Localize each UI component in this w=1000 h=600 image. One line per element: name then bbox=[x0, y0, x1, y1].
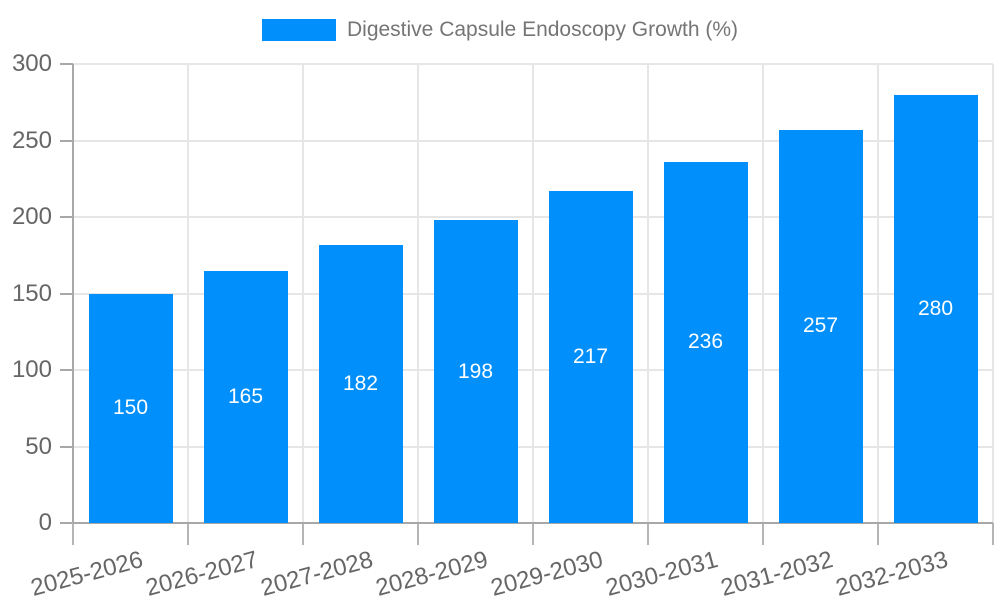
y-tick bbox=[60, 139, 73, 142]
x-tick bbox=[72, 523, 74, 545]
bar-value-label: 257 bbox=[802, 314, 839, 338]
x-gridline bbox=[877, 64, 879, 523]
bar[interactable]: 236 bbox=[663, 161, 748, 523]
bar-value-label: 280 bbox=[917, 296, 954, 320]
x-gridline bbox=[187, 64, 189, 523]
x-gridline bbox=[647, 64, 649, 523]
bar-value-label: 182 bbox=[342, 371, 379, 395]
bar[interactable]: 150 bbox=[88, 293, 173, 523]
y-axis-tick-label: 100 bbox=[11, 356, 52, 383]
x-tick bbox=[417, 523, 419, 545]
x-axis-label: 2029-2030 bbox=[487, 546, 606, 600]
x-gridline bbox=[532, 64, 534, 523]
bar[interactable]: 217 bbox=[548, 190, 633, 523]
y-tick bbox=[60, 369, 73, 371]
x-axis-label: 2026-2027 bbox=[142, 546, 261, 600]
bar[interactable]: 257 bbox=[778, 129, 863, 523]
bar-value-label: 217 bbox=[572, 344, 609, 368]
x-gridline bbox=[762, 64, 764, 523]
x-axis-label: 2025-2026 bbox=[27, 546, 146, 600]
x-axis-label: 2028-2029 bbox=[372, 546, 491, 600]
legend[interactable]: Digestive Capsule Endoscopy Growth (%) bbox=[0, 18, 1000, 42]
y-axis-tick-label: 200 bbox=[11, 203, 52, 230]
y-axis-tick-label: 50 bbox=[25, 432, 52, 460]
bar-value-label: 150 bbox=[112, 396, 149, 420]
y-axis-tick-label: 300 bbox=[11, 50, 52, 77]
y-tick bbox=[60, 292, 73, 295]
bar-value-label: 165 bbox=[227, 384, 264, 408]
y-axis-line bbox=[72, 64, 74, 523]
y-axis-tick-label: 0 bbox=[38, 509, 52, 536]
y-axis-tick-label: 150 bbox=[11, 279, 52, 307]
bar[interactable]: 280 bbox=[893, 94, 978, 523]
x-axis-label: 2032-2033 bbox=[832, 546, 951, 600]
x-tick bbox=[877, 523, 879, 545]
legend-swatch-icon bbox=[261, 19, 336, 41]
bar[interactable]: 182 bbox=[318, 244, 403, 523]
y-tick bbox=[60, 63, 73, 65]
x-gridline bbox=[992, 64, 994, 523]
x-axis-label: 2030-2031 bbox=[602, 546, 721, 600]
x-tick bbox=[532, 523, 534, 545]
bar-value-label: 236 bbox=[687, 330, 724, 354]
x-tick bbox=[992, 523, 994, 545]
x-axis-line bbox=[73, 522, 993, 524]
x-tick bbox=[187, 523, 189, 545]
bar[interactable]: 165 bbox=[203, 270, 288, 523]
bar-value-label: 198 bbox=[457, 359, 494, 383]
x-tick bbox=[647, 523, 649, 545]
x-axis-label: 2027-2028 bbox=[257, 546, 376, 600]
y-tick bbox=[60, 522, 73, 524]
bar[interactable]: 198 bbox=[433, 220, 518, 523]
x-gridline bbox=[417, 64, 419, 523]
x-tick bbox=[302, 523, 304, 545]
x-tick bbox=[762, 523, 764, 545]
x-gridline bbox=[302, 64, 304, 523]
y-axis-tick-label: 250 bbox=[11, 126, 52, 154]
y-tick bbox=[60, 445, 73, 448]
legend-label: Digestive Capsule Endoscopy Growth (%) bbox=[346, 18, 738, 41]
y-tick bbox=[60, 216, 73, 218]
x-axis-label: 2031-2032 bbox=[717, 546, 836, 600]
